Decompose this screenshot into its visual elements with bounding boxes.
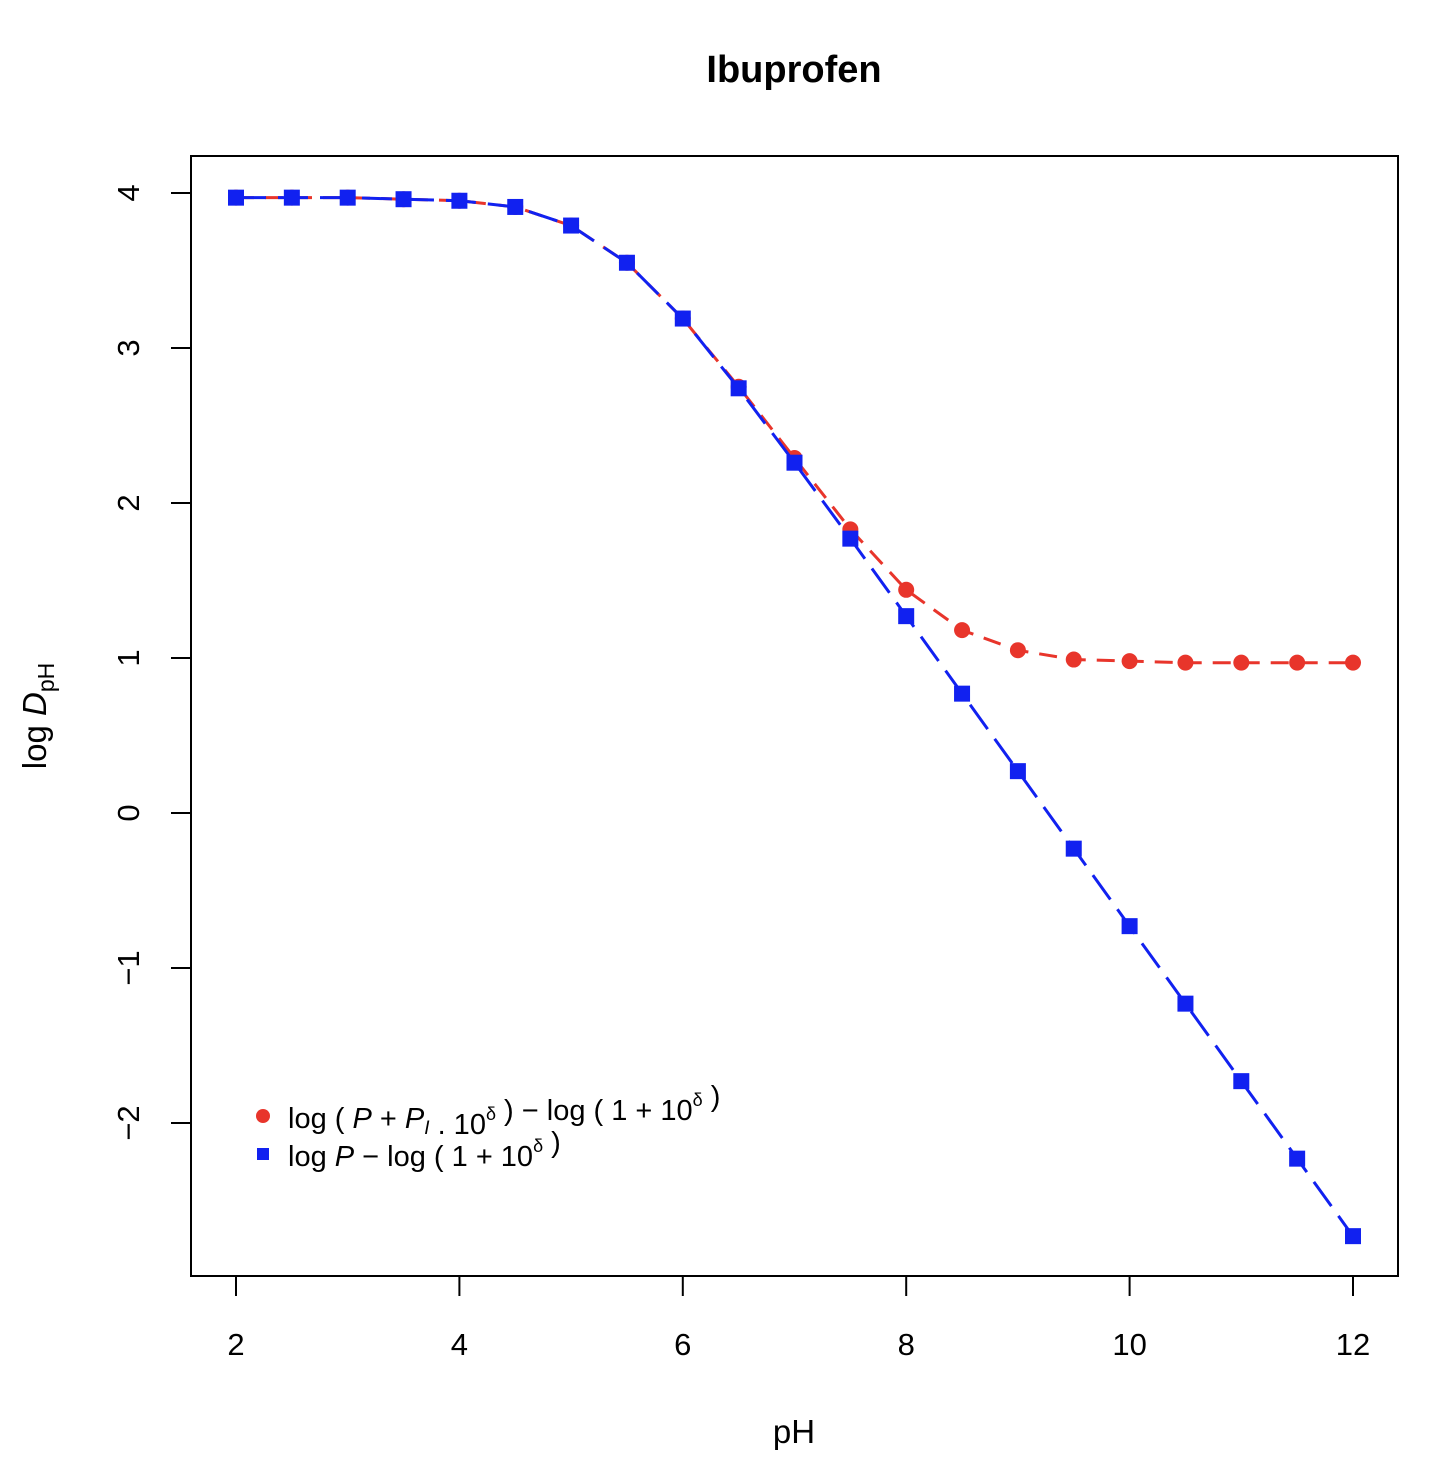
data-point [898, 581, 915, 598]
data-point [1233, 1073, 1250, 1090]
legend-text-part: ) [703, 1081, 721, 1113]
data-point [1177, 995, 1194, 1012]
legend-text-part: + [372, 1103, 405, 1135]
series-2 [228, 189, 1361, 1245]
legend-marker [257, 1148, 269, 1160]
data-point [730, 380, 747, 397]
y-tick-label: −1 [111, 950, 146, 985]
x-tick-label: 2 [227, 1327, 244, 1362]
y-axis-label: log DpH [16, 663, 59, 769]
x-tick-label: 6 [674, 1327, 691, 1362]
legend-text-part: P [405, 1103, 425, 1135]
y-tick-label: 3 [111, 339, 146, 356]
legend-label-1: log ( P + PI . 10δ ) − log ( 1 + 10δ ) [288, 1081, 720, 1141]
data-point [842, 530, 859, 547]
data-point [1289, 654, 1306, 671]
x-tick-label: 4 [451, 1327, 468, 1362]
data-point [1233, 654, 1250, 671]
legend-text-part: log ( [288, 1103, 352, 1135]
legend-label-2: log P − log ( 1 + 10δ ) [288, 1127, 561, 1173]
x-tick-label: 10 [1112, 1327, 1146, 1362]
legend-text-part: δ [533, 1136, 543, 1156]
data-point [283, 189, 300, 206]
data-point [1065, 651, 1082, 668]
legend-text-part: . 10 [430, 1109, 486, 1141]
data-point [954, 685, 971, 702]
data-point [1289, 1150, 1306, 1167]
data-point [228, 189, 244, 206]
legend-text-part: ) − log ( 1 + 10 [496, 1095, 693, 1127]
data-point [1121, 653, 1138, 670]
legend-text-part: P [352, 1103, 372, 1135]
series-layer [228, 189, 1361, 1245]
data-point [1345, 1228, 1361, 1245]
y-tick-label: 0 [111, 804, 146, 821]
data-point [954, 622, 971, 639]
data-point [339, 189, 356, 206]
data-point [1065, 840, 1082, 857]
data-point [451, 192, 468, 209]
legend: log ( P + PI . 10δ ) − log ( 1 + 10δ )lo… [256, 1081, 720, 1173]
data-point [507, 198, 524, 215]
legend-text-part: − log ( 1 + 10 [354, 1141, 533, 1173]
data-point [1345, 654, 1361, 671]
legend-text-part: ) [543, 1127, 561, 1159]
data-point [395, 191, 412, 208]
chart-title: Ibuprofen [706, 49, 881, 91]
x-axis-label: pH [773, 1413, 815, 1450]
data-point [674, 310, 691, 327]
y-label-var: D [16, 692, 53, 716]
y-label-prefix: log [16, 716, 53, 769]
x-tick-label: 12 [1336, 1327, 1370, 1362]
legend-text-part: δ [486, 1104, 496, 1124]
x-tick-label: 8 [898, 1327, 915, 1362]
data-point [563, 217, 580, 234]
legend-text-part: I [424, 1118, 430, 1139]
y-tick-label: −2 [111, 1105, 146, 1140]
data-point [1177, 654, 1194, 671]
data-point [1121, 918, 1138, 935]
y-tick-label: 1 [111, 649, 146, 666]
data-point [786, 454, 803, 471]
legend-text-part: P [335, 1141, 355, 1173]
series-line [236, 196, 1353, 665]
y-tick-label: 2 [111, 494, 146, 511]
y-axis: −2 −1 0 1 2 3 4 [111, 184, 192, 1141]
legend-text-part: δ [693, 1090, 703, 1110]
data-point [1009, 642, 1026, 659]
series-line [236, 196, 1355, 1238]
x-axis: 2 4 6 8 10 12 [227, 1275, 1370, 1362]
data-point [1009, 763, 1026, 780]
y-tick-label: 4 [111, 184, 146, 201]
data-point [618, 254, 635, 271]
data-point [898, 608, 915, 625]
y-label-sub: pH [33, 663, 59, 692]
series-1 [228, 189, 1361, 671]
legend-text-part: log [288, 1141, 335, 1173]
legend-marker [256, 1109, 270, 1123]
